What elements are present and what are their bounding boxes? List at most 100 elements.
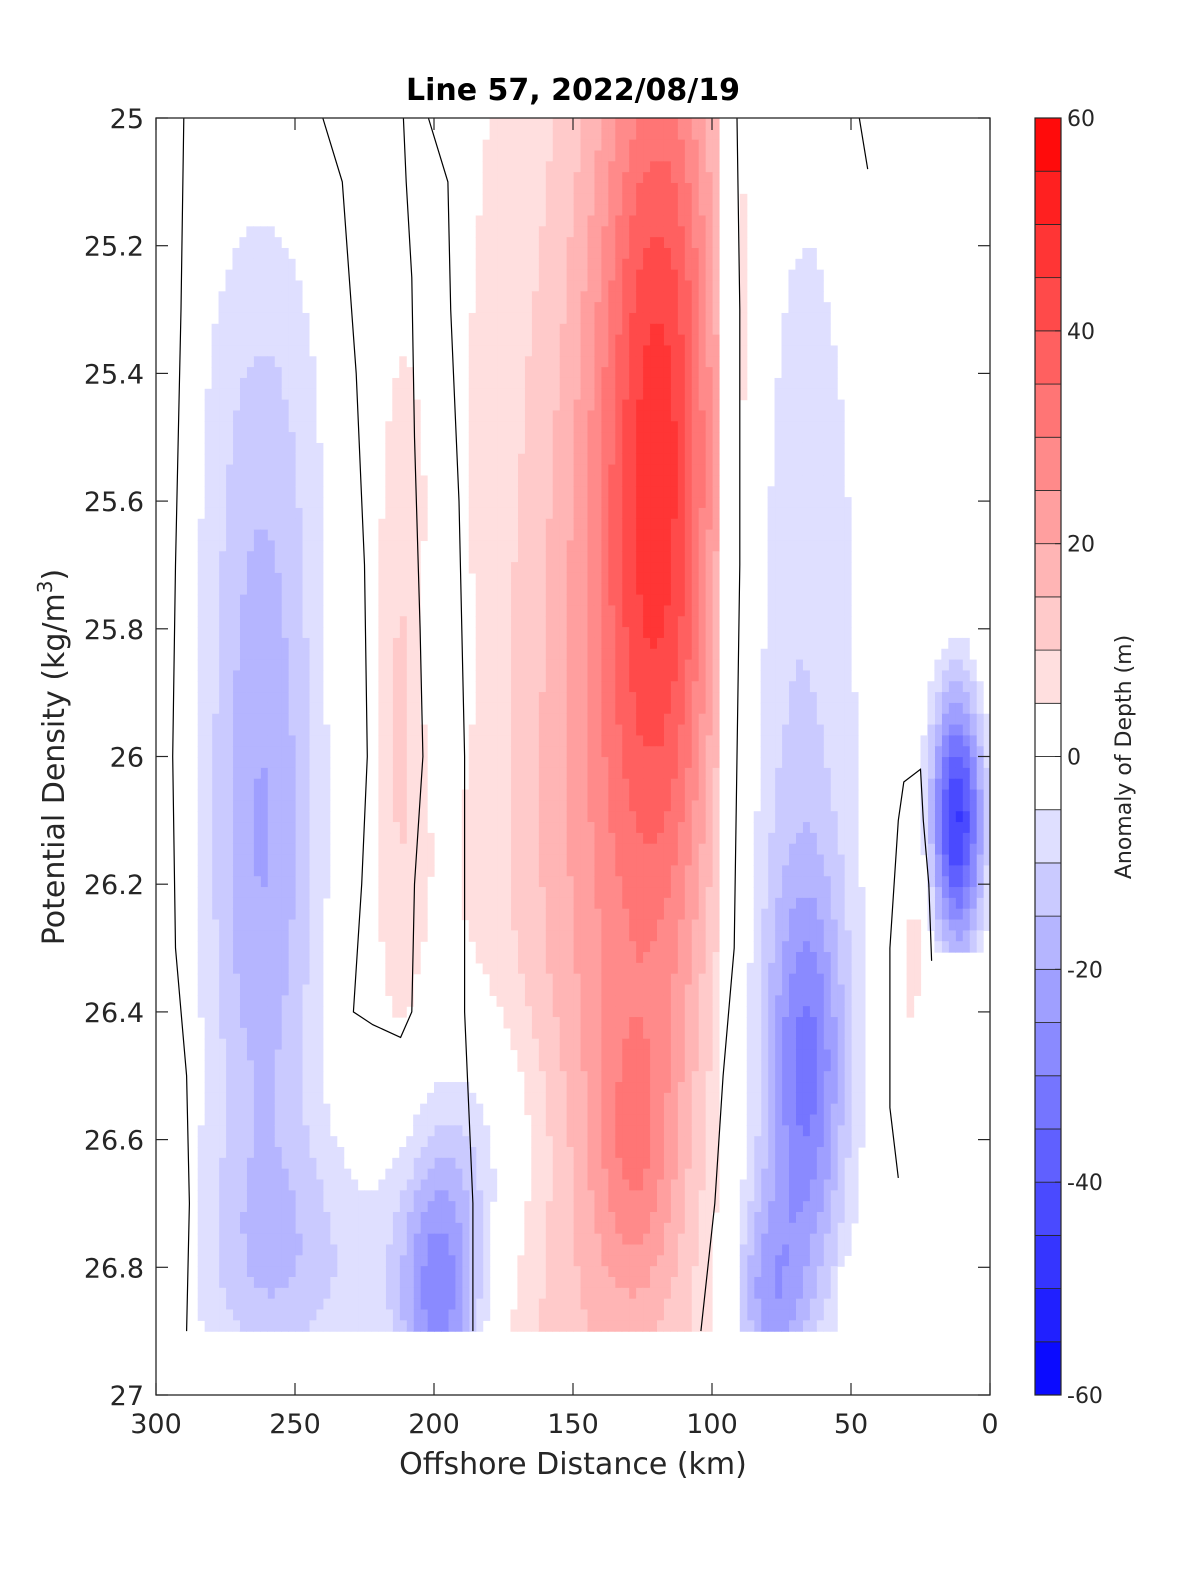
field-cell <box>767 681 776 693</box>
field-cell <box>795 497 803 509</box>
field-cell <box>635 421 644 433</box>
field-cell <box>545 735 553 747</box>
field-cell <box>809 789 817 801</box>
field-cell <box>677 540 685 552</box>
field-cell <box>281 453 289 466</box>
field-cell <box>656 161 664 173</box>
field-cell <box>538 377 546 390</box>
field-cell <box>816 897 824 910</box>
field-cell <box>510 507 518 520</box>
field-cell <box>684 551 692 563</box>
field-cell <box>545 551 553 563</box>
field-cell <box>246 583 254 596</box>
field-cell <box>927 767 935 780</box>
field-cell <box>573 388 581 401</box>
field-cell <box>670 540 678 552</box>
field-cell <box>795 280 803 292</box>
field-cell <box>239 540 247 552</box>
field-cell <box>239 627 247 639</box>
field-cell <box>851 843 859 856</box>
field-cell <box>816 746 824 758</box>
field-cell <box>218 627 227 639</box>
field-cell <box>468 800 477 812</box>
field-cell <box>566 648 574 661</box>
field-cell <box>218 616 227 628</box>
field-cell <box>559 724 567 736</box>
field-cell <box>378 670 386 682</box>
field-cell <box>385 659 393 672</box>
field-cell <box>517 247 525 260</box>
field-cell <box>197 551 206 563</box>
field-cell <box>385 692 393 704</box>
field-cell <box>281 497 289 509</box>
field-cell <box>621 302 630 314</box>
field-cell <box>698 475 706 487</box>
field-cell <box>552 475 560 487</box>
field-cell <box>920 778 929 791</box>
field-cell <box>809 583 817 596</box>
field-cell <box>308 475 317 487</box>
field-cell <box>795 486 803 498</box>
field-cell <box>948 670 956 682</box>
field-cell <box>559 659 567 672</box>
field-cell <box>378 778 386 791</box>
field-cell <box>295 518 303 531</box>
field-cell <box>552 735 560 747</box>
field-cell <box>288 507 296 520</box>
field-cell <box>315 572 324 585</box>
field-cell <box>816 702 824 715</box>
field-cell <box>677 551 685 563</box>
field-cell <box>614 529 623 542</box>
field-cell <box>642 735 651 747</box>
field-cell <box>385 800 393 812</box>
field-cell <box>635 312 644 325</box>
field-cell <box>760 648 769 661</box>
field-cell <box>204 702 213 715</box>
field-cell <box>586 302 595 314</box>
field-cell <box>621 421 630 433</box>
field-cell <box>274 822 282 834</box>
field-cell <box>628 377 637 390</box>
field-cell <box>684 258 692 271</box>
field-cell <box>705 822 713 834</box>
field-cell <box>489 356 498 368</box>
field-cell <box>246 724 254 736</box>
field-cell <box>406 865 414 877</box>
field-cell <box>809 432 817 444</box>
field-cell <box>392 551 400 563</box>
field-cell <box>579 377 588 390</box>
field-cell <box>705 269 713 282</box>
field-cell <box>482 182 491 195</box>
field-cell <box>586 204 595 217</box>
field-cell <box>225 800 234 812</box>
field-cell <box>830 746 838 758</box>
field-cell <box>517 280 525 292</box>
field-cell <box>774 876 783 888</box>
field-cell <box>934 822 942 834</box>
field-cell <box>559 442 567 455</box>
field-cell <box>677 356 685 368</box>
field-cell <box>246 291 254 303</box>
field-cell <box>635 226 644 238</box>
field-cell <box>301 497 310 509</box>
field-cell <box>607 735 616 747</box>
field-cell <box>969 897 977 910</box>
field-cell <box>705 475 713 487</box>
field-cell <box>253 464 261 477</box>
field-cell <box>253 475 261 487</box>
field-cell <box>406 670 414 682</box>
field-cell <box>621 453 630 466</box>
field-cell <box>663 226 671 238</box>
field-cell <box>628 345 637 357</box>
field-cell <box>927 887 935 899</box>
field-cell <box>607 356 616 368</box>
field-cell <box>830 388 838 401</box>
field-cell <box>600 735 609 747</box>
field-cell <box>976 822 984 834</box>
field-cell <box>579 139 588 152</box>
field-cell <box>774 594 783 607</box>
field-cell <box>204 757 213 769</box>
field-cell <box>197 778 206 791</box>
field-cell <box>663 594 671 607</box>
field-cell <box>635 345 644 357</box>
